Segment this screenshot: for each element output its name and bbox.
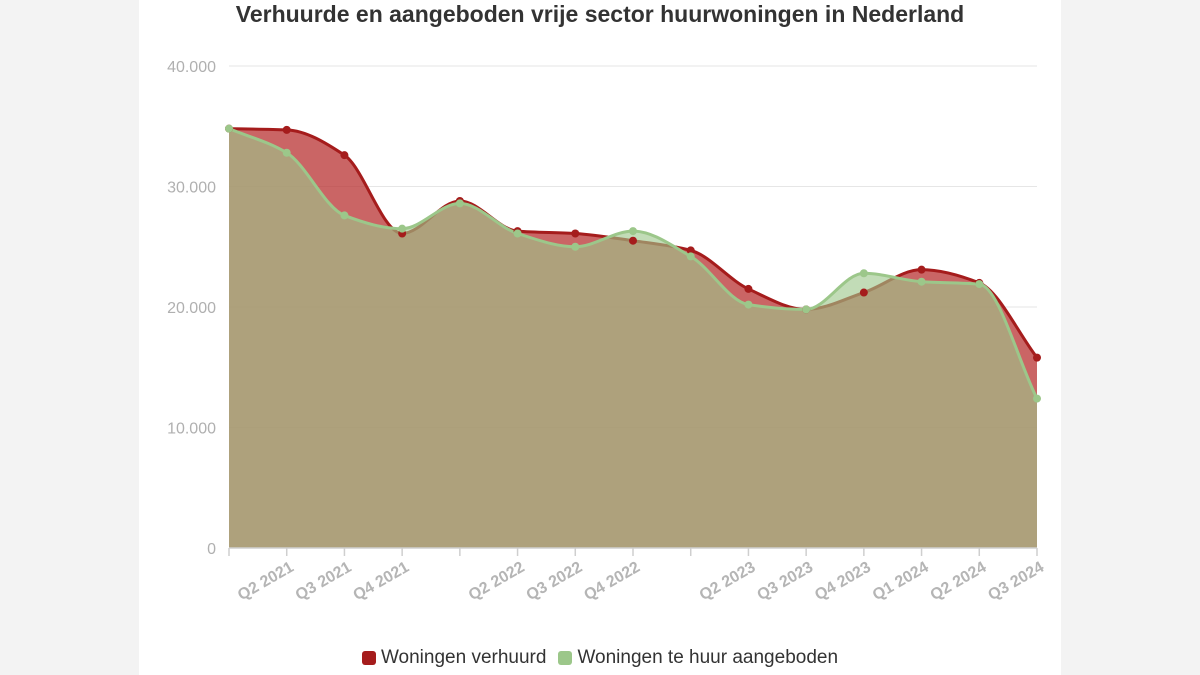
- data-point[interactable]: [282, 125, 291, 134]
- data-point[interactable]: [975, 280, 984, 289]
- x-tick-label: Q1 2024: [870, 559, 932, 604]
- data-point[interactable]: [340, 151, 349, 160]
- data-point[interactable]: [225, 124, 233, 133]
- legend-swatch-aangeboden: [558, 651, 573, 665]
- data-point[interactable]: [744, 300, 753, 309]
- y-tick-label: 20.000: [167, 300, 216, 317]
- x-tick-label: Q2 2021: [235, 559, 297, 604]
- legend: Woningen verhuurd Woningen te huur aange…: [0, 644, 1200, 672]
- y-tick-label: 30.000: [167, 180, 216, 197]
- data-point[interactable]: [859, 288, 868, 297]
- data-point[interactable]: [802, 305, 811, 314]
- x-tick-label: Q2 2022: [466, 559, 528, 604]
- x-tick-label: Q4 2023: [812, 559, 874, 604]
- legend-swatch-verhuurd: [361, 651, 376, 665]
- data-point[interactable]: [1033, 394, 1041, 403]
- x-tick-label: Q3 2024: [985, 559, 1047, 604]
- data-point[interactable]: [340, 211, 349, 220]
- x-tick-label: Q4 2022: [581, 559, 643, 604]
- data-point[interactable]: [571, 242, 580, 251]
- legend-label-verhuurd: Woningen verhuurd: [380, 647, 547, 668]
- series-areas: [228, 127, 1039, 548]
- data-point[interactable]: [859, 269, 868, 278]
- data-point[interactable]: [455, 199, 464, 208]
- data-point[interactable]: [1033, 353, 1041, 362]
- data-point[interactable]: [513, 229, 522, 238]
- legend-item-aangeboden[interactable]: Woningen te huur aangeboden: [558, 647, 838, 669]
- data-point[interactable]: [917, 277, 926, 286]
- data-point[interactable]: [744, 284, 753, 293]
- y-tick-label: 0: [207, 541, 216, 558]
- data-point[interactable]: [398, 224, 407, 233]
- legend-label-aangeboden: Woningen te huur aangeboden: [577, 647, 839, 668]
- y-tick-label: 10.000: [167, 421, 216, 438]
- x-tick-label: Q4 2021: [350, 559, 412, 604]
- x-tick-label: Q2 2024: [928, 559, 990, 604]
- series-points: [225, 124, 1041, 403]
- data-point[interactable]: [571, 229, 580, 238]
- chart-title: Verhuurde en aangeboden vrije sector huu…: [235, 1, 965, 27]
- x-tick-label: Q3 2023: [754, 559, 816, 604]
- data-point[interactable]: [629, 227, 637, 236]
- x-tick-label: Q3 2021: [293, 559, 355, 604]
- legend-item-verhuurd[interactable]: Woningen verhuurd: [361, 647, 547, 669]
- data-point[interactable]: [686, 246, 695, 255]
- x-tick-label: Q2 2023: [697, 559, 759, 604]
- y-tick-label: 40.000: [167, 59, 216, 76]
- data-point[interactable]: [686, 252, 695, 261]
- data-point[interactable]: [917, 265, 926, 274]
- data-point[interactable]: [629, 236, 637, 245]
- series-area-1: [229, 128, 1037, 548]
- data-point[interactable]: [282, 148, 291, 157]
- x-tick-label: Q3 2022: [524, 559, 586, 604]
- axes: [228, 547, 1038, 556]
- y-tick-labels: 0 10.000 20.000 30.000 40.000: [167, 59, 216, 558]
